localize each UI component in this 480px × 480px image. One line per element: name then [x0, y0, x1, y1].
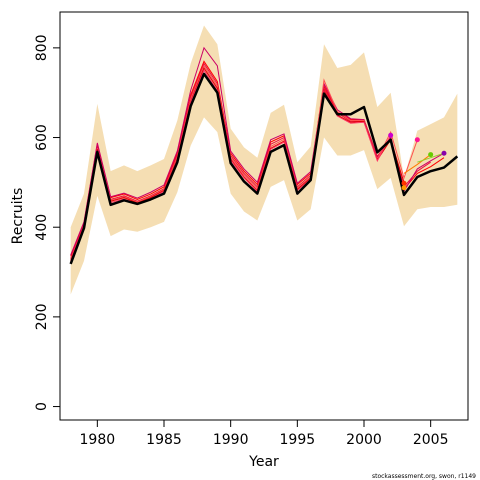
end-points-layer — [388, 132, 447, 191]
series-end-point — [428, 152, 434, 158]
x-tick-label: 1990 — [213, 432, 249, 448]
retro-series-line — [70, 66, 405, 262]
x-axis-title: Year — [248, 454, 279, 470]
y-tick-label: 200 — [34, 304, 50, 331]
y-tick-label: 400 — [34, 214, 50, 241]
series-end-point — [401, 180, 407, 186]
x-tick-label: 1985 — [146, 432, 182, 448]
series-end-point — [441, 150, 447, 156]
y-tick-label: 0 — [34, 402, 50, 411]
final-series-line — [69, 72, 459, 265]
y-axis: 0 200 400 600 800 — [34, 35, 61, 411]
x-tick-label: 1980 — [80, 432, 116, 448]
y-tick-label: 600 — [34, 124, 50, 151]
x-axis: 1980 1985 1990 1995 2000 2005 — [80, 419, 449, 448]
retro-series-line — [70, 64, 418, 260]
final-line-layer — [69, 72, 459, 265]
footer-credit: stockassessment.org, swon, r1149 — [372, 473, 476, 480]
series-end-point — [401, 185, 407, 191]
x-tick-label: 2000 — [346, 432, 382, 448]
series-end-point — [414, 137, 420, 143]
series-end-point — [388, 132, 394, 138]
y-axis-title: Recruits — [10, 188, 26, 245]
y-tick-label: 800 — [34, 35, 50, 62]
retro-series-line — [417, 152, 445, 163]
x-tick-label: 2005 — [413, 432, 449, 448]
x-tick-label: 1995 — [280, 432, 316, 448]
retro-series-line — [403, 154, 431, 174]
